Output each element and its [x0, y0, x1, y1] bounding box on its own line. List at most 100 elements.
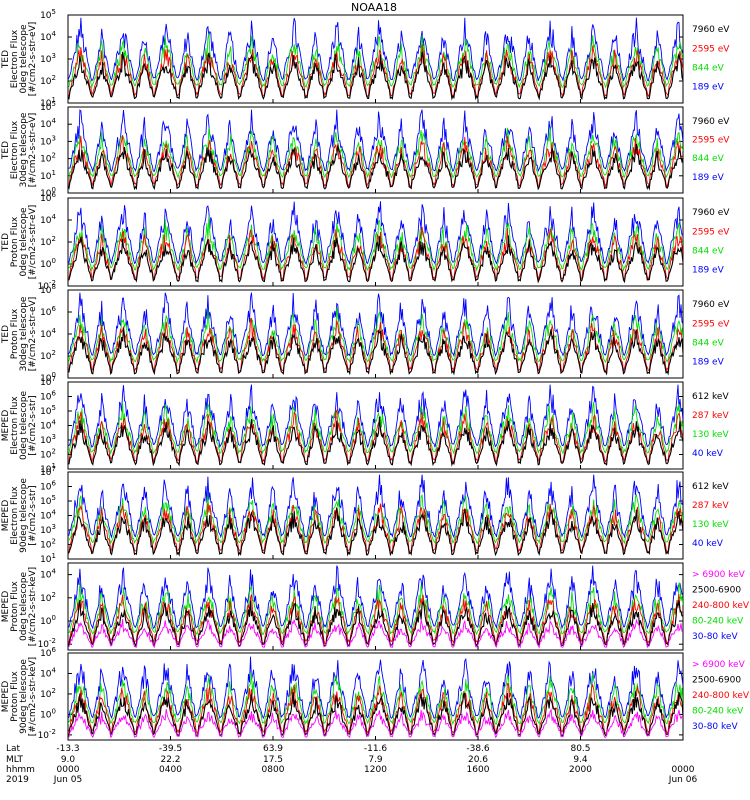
legend-entry: 844 eV — [692, 246, 725, 256]
legend-entry: 844 eV — [692, 154, 725, 164]
series-trace-green — [68, 493, 683, 545]
chart-title: NOAA18 — [351, 1, 397, 14]
y-tick-label: 10-2 — [38, 637, 56, 650]
x-tick-label-mlt: 20.6 — [468, 755, 488, 765]
legend-entry: 2500-6900 — [692, 586, 741, 596]
legend-entry: 287 keV — [692, 411, 729, 421]
trace-group — [68, 201, 683, 284]
y-axis-label: MEPEDElectron Flux0deg telescope[#/cm2-s… — [1, 391, 38, 461]
y-tick-label: 102 — [40, 74, 56, 87]
y-tick-label: 104 — [40, 509, 56, 522]
y-tick-label: 104 — [40, 568, 56, 581]
y-axis-label: TEDProton Flux30deg telescope[#/cm2-s-st… — [1, 296, 38, 371]
y-tick-label: 104 — [40, 419, 56, 432]
x-tick-label-hhmm: 1200 — [364, 765, 387, 775]
x-tick-label-date: Jun 06 — [668, 775, 698, 785]
y-tick-label: 100 — [40, 614, 56, 627]
x-tick-label-lat: -13.3 — [56, 744, 79, 754]
legend-entry: 7960 eV — [692, 208, 730, 218]
legend-entry: 2595 eV — [692, 227, 730, 237]
x-tick-label-lat: -39.5 — [159, 744, 182, 754]
y-tick-label: 107 — [40, 465, 56, 478]
x-tick-label-hhmm: 0000 — [57, 765, 80, 775]
trace-group — [68, 565, 683, 649]
series-trace-black — [68, 691, 683, 738]
x-tick-label-date: Jun 05 — [53, 775, 82, 785]
legend-entry: 130 keV — [692, 430, 729, 440]
series-trace-blue — [68, 474, 683, 539]
y-tick-label: 101 — [40, 169, 56, 182]
y-tick-label: 105 — [40, 8, 56, 21]
y-tick-label: 100 — [40, 707, 56, 720]
series-trace-blue — [68, 384, 683, 449]
y-axis-label: TEDProton Flux0deg telescope[#/cm2-s-str… — [1, 205, 38, 280]
y-axis-label: TEDElectron Flux0deg telescope[#/cm2-s-s… — [1, 22, 38, 97]
legend-entry: 240-800 keV — [692, 691, 750, 701]
y-tick-label: 102 — [40, 235, 56, 248]
series-trace-black — [68, 416, 683, 467]
x-tick-label-mlt: 9.0 — [61, 755, 76, 765]
legend-entry: 189 eV — [692, 358, 725, 368]
x-tick-label-mlt: 7.9 — [368, 755, 383, 765]
series-trace-black — [68, 143, 683, 191]
x-tick-label-lat: -38.6 — [466, 744, 490, 754]
y-tick-label: 106 — [40, 191, 56, 204]
legend-entry: 80-240 keV — [692, 707, 744, 717]
series-trace-black — [68, 327, 683, 376]
legend-entry: > 6900 keV — [692, 660, 746, 670]
legend-entry: 612 keV — [692, 482, 729, 492]
y-tick-label: 107 — [40, 375, 56, 388]
y-tick-label: 101 — [40, 96, 56, 109]
series-trace-blue — [68, 201, 683, 266]
series-trace-red — [68, 503, 683, 555]
trace-group — [68, 17, 683, 101]
y-tick-label: 104 — [40, 213, 56, 226]
x-tick-label-hhmm: 0000 — [672, 765, 695, 775]
legend-entry: 7960 eV — [692, 300, 730, 310]
legend-entry: 189 eV — [692, 173, 725, 183]
series-trace-magenta — [68, 618, 683, 649]
y-tick-label: 105 — [40, 100, 56, 113]
y-tick-label: 103 — [40, 52, 56, 65]
y-tick-label: 104 — [40, 666, 56, 679]
legend-entry: 130 keV — [692, 520, 729, 530]
x-tick-label-hhmm: 1600 — [467, 765, 490, 775]
series-trace-red — [68, 135, 683, 189]
y-axis-label: MEPEDProton Flux90deg telescope[#/cm2-s-… — [1, 657, 38, 736]
legend-entry: 2595 eV — [692, 136, 730, 146]
x-tick-label-mlt: 17.5 — [263, 755, 283, 765]
y-tick-label: 105 — [40, 494, 56, 507]
y-tick-label: 101 — [40, 462, 56, 475]
legend-entry: 287 keV — [692, 501, 729, 511]
legend-entry: 189 eV — [692, 83, 725, 93]
legend-entry: 30-80 keV — [692, 722, 738, 732]
x-tick-label-hhmm: 0800 — [262, 765, 285, 775]
legend-entry: 30-80 keV — [692, 632, 738, 642]
y-axis-label: TEDElectron Flux30deg telescope[#/cm2-s-… — [1, 112, 38, 187]
x-tick-label-lat: 63.9 — [263, 744, 283, 754]
x-tick-label-mlt: 9.4 — [573, 755, 588, 765]
y-tick-label: 10-2 — [38, 279, 56, 292]
legend-entry: 844 eV — [692, 63, 725, 73]
legend-entry: 240-800 keV — [692, 601, 750, 611]
legend-entry: 2595 eV — [692, 319, 730, 329]
y-tick-label: 100 — [40, 186, 56, 199]
y-tick-label: 106 — [40, 480, 56, 493]
legend-entry: 7960 eV — [692, 25, 730, 35]
y-tick-label: 102 — [40, 152, 56, 165]
y-tick-label: 104 — [40, 327, 56, 340]
legend-entry: 612 keV — [692, 392, 729, 402]
series-trace-green — [68, 672, 683, 725]
legend-entry: 2595 eV — [692, 44, 730, 54]
trace-group — [68, 474, 683, 557]
y-tick-label: 106 — [40, 305, 56, 318]
series-trace-blue — [68, 565, 683, 630]
